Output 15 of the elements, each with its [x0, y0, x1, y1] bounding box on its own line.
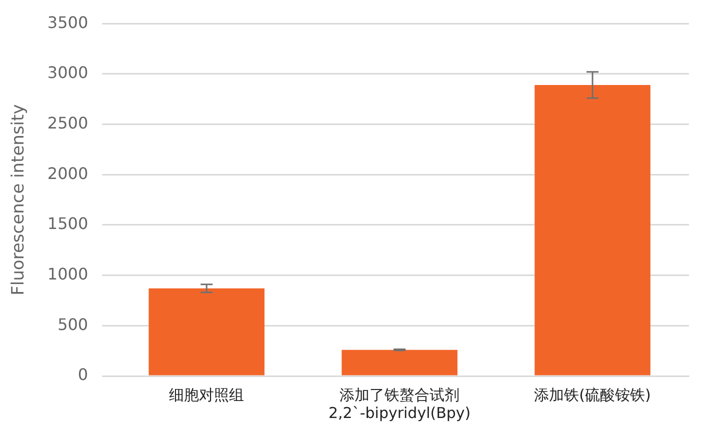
y-tick-label: 500 [58, 314, 88, 334]
bar [534, 85, 650, 376]
bar [148, 288, 264, 376]
y-tick-label: 1500 [47, 214, 88, 234]
x-tick-label: 添加铁(硫酸铵铁) [534, 386, 651, 404]
bar [342, 350, 458, 376]
y-tick-label: 3000 [47, 63, 88, 82]
x-tick-label: 细胞对照组 [169, 386, 244, 404]
y-tick-label: 3500 [47, 12, 88, 32]
y-tick-label: 0 [78, 365, 88, 384]
y-axis-title: Fluorescence intensity [8, 104, 29, 296]
y-tick-label: 1000 [47, 264, 88, 284]
x-tick-label: 添加了铁螯合试剂 2,2`-bipyridyl(Bpy) [328, 386, 471, 422]
y-tick-label: 2000 [47, 164, 88, 183]
y-tick-label: 2500 [47, 113, 88, 132]
